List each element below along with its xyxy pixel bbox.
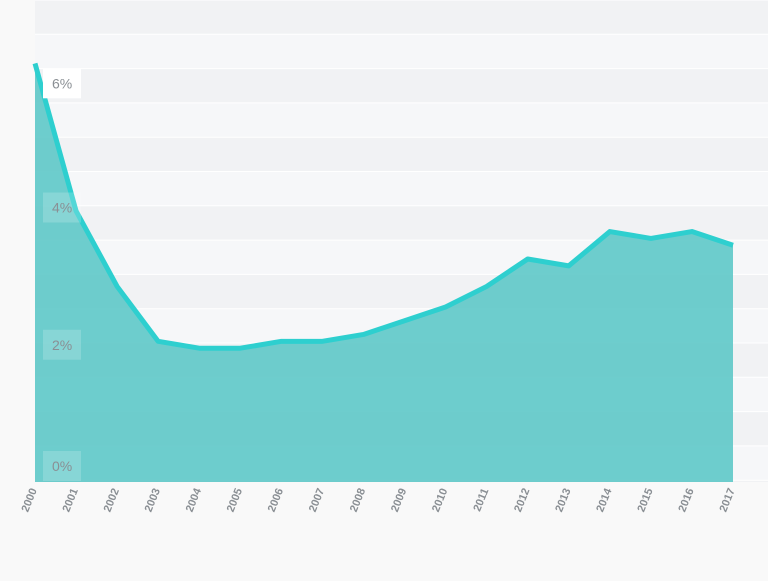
y-axis-ticks: 0% 2% 4% 6% bbox=[43, 68, 81, 481]
x-axis-ticks: 2000 2001 2002 2003 2004 2005 2006 2007 2008 2009… bbox=[19, 486, 737, 514]
x-tick-label: 2010 bbox=[430, 487, 450, 514]
y-tick-box bbox=[43, 451, 81, 481]
area-fill bbox=[35, 63, 733, 482]
x-tick-label: 2016 bbox=[676, 487, 696, 514]
y-tick-box bbox=[43, 192, 81, 223]
grid-band bbox=[35, 205, 768, 241]
x-tick-label: 2009 bbox=[389, 487, 409, 514]
x-tick-label: 2013 bbox=[553, 487, 573, 514]
y-tick-label: 6% bbox=[52, 75, 72, 91]
grid-band bbox=[35, 34, 768, 69]
series-line bbox=[32, 62, 734, 351]
x-tick-label: 2006 bbox=[266, 487, 286, 514]
y-tick-label: 2% bbox=[52, 337, 72, 353]
x-tick-label: 2000 bbox=[19, 487, 39, 514]
x-tick-label: 2015 bbox=[635, 487, 655, 514]
grid-band bbox=[35, 171, 768, 206]
x-tick-label: 2011 bbox=[471, 487, 491, 514]
x-tick-label: 2004 bbox=[184, 486, 205, 514]
x-tick-label: 2003 bbox=[143, 487, 163, 514]
y-tick-box bbox=[43, 329, 81, 360]
x-tick-label: 2012 bbox=[512, 487, 532, 514]
y-tick-label: 0% bbox=[52, 458, 72, 474]
x-tick-label: 2014 bbox=[594, 486, 615, 514]
y-tick-label: 4% bbox=[52, 200, 72, 216]
x-tick-label: 2005 bbox=[225, 487, 245, 514]
grid-band bbox=[35, 137, 768, 172]
x-tick-label: 2001 bbox=[61, 487, 81, 514]
grid-band bbox=[35, 68, 768, 103]
x-tick-label: 2008 bbox=[348, 487, 368, 514]
x-tick-label: 2002 bbox=[102, 487, 122, 514]
area-layer bbox=[32, 62, 734, 482]
grid-band bbox=[35, 102, 768, 138]
x-tick-label: 2007 bbox=[307, 487, 327, 514]
grid-band bbox=[35, 0, 768, 35]
y-tick-box bbox=[43, 68, 81, 99]
x-tick-label: 2017 bbox=[717, 487, 737, 514]
